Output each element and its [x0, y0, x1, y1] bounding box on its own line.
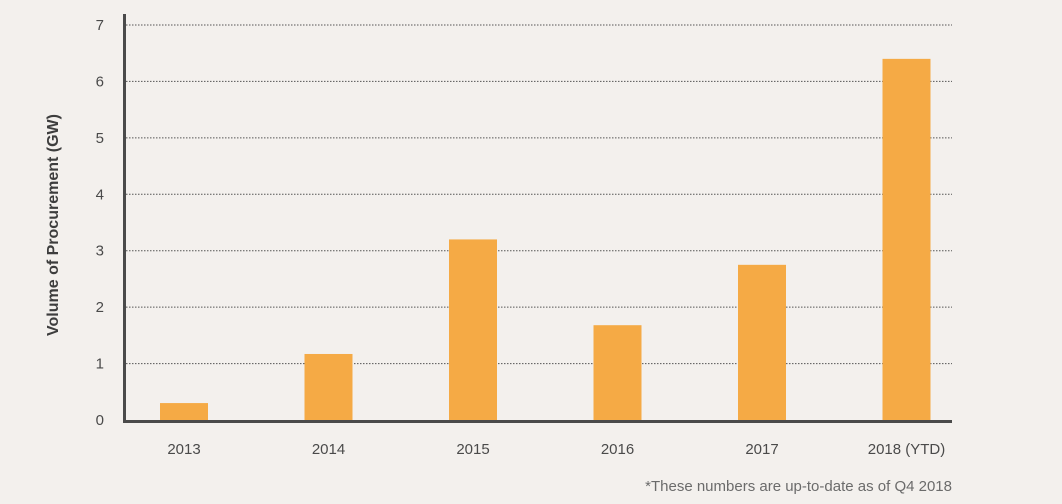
y-tick-label: 1	[96, 356, 104, 373]
y-tick-label: 0	[96, 412, 104, 429]
gridlines	[123, 24, 952, 365]
footnote: *These numbers are up-to-date as of Q4 2…	[645, 478, 952, 495]
x-tick-label: 2016	[601, 441, 634, 458]
y-tick-label: 2	[96, 299, 104, 316]
x-tick-label: 2013	[167, 441, 200, 458]
y-tick-label: 4	[96, 186, 104, 203]
bar-2014	[304, 353, 353, 420]
y-tick-label: 5	[96, 130, 104, 147]
y-tick-label: 7	[96, 17, 104, 34]
y-tick-label: 6	[96, 73, 104, 90]
x-tick-label: 2018 (YTD)	[868, 441, 946, 458]
bar-2017	[738, 264, 786, 420]
y-axis-title: Volume of Procurement (GW)	[45, 114, 62, 336]
y-tick-label: 3	[96, 243, 104, 260]
bars	[160, 58, 931, 420]
x-tick-label: 2017	[745, 441, 778, 458]
bar-2018-ytd-	[882, 58, 931, 420]
y-tick-labels: 0 1 2 3 4 5 6 7	[96, 17, 104, 429]
axes	[123, 14, 952, 423]
x-tick-label: 2014	[312, 441, 345, 458]
bar-2015	[449, 239, 497, 420]
bar-2013	[160, 403, 208, 420]
x-tick-label: 2015	[456, 441, 489, 458]
x-tick-labels: 2013 2014 2015 2016 2017 2018 (YTD)	[167, 441, 945, 458]
bar-2016	[593, 325, 642, 420]
